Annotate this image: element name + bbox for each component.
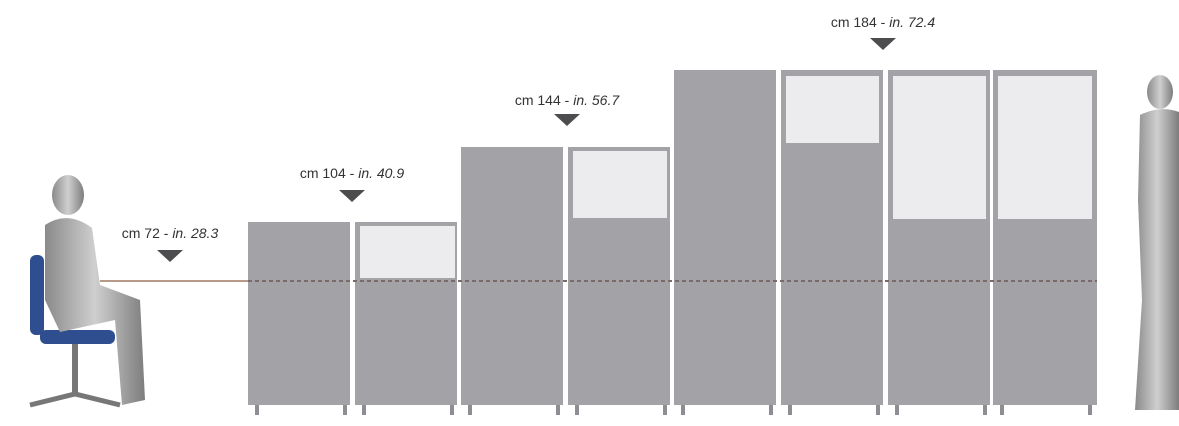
glass-panel <box>573 151 667 218</box>
cabinet <box>461 147 563 405</box>
chair-seat <box>40 330 115 344</box>
glass-panel <box>360 226 455 278</box>
glass-panel <box>893 76 986 219</box>
marker-triangle <box>870 38 896 50</box>
standing-person <box>1135 75 1179 410</box>
cabinet <box>248 222 350 405</box>
inch-value: in. 56.7 <box>573 92 620 108</box>
cabinet <box>674 70 776 405</box>
cm-value: cm 184 - <box>831 14 886 30</box>
height-label: cm 104 - in. 40.9 <box>300 165 404 181</box>
seated-person <box>29 175 145 408</box>
marker-triangle <box>339 190 365 202</box>
height-label: cm 184 - in. 72.4 <box>831 14 935 30</box>
inch-value: in. 72.4 <box>889 14 935 30</box>
height-markers <box>157 38 896 262</box>
cm-value: cm 104 - <box>300 165 355 181</box>
legs <box>255 405 1092 415</box>
height-label: cm 72 - in. 28.3 <box>122 225 219 241</box>
cm-value: cm 144 - <box>515 92 570 108</box>
glass-panel <box>998 76 1092 219</box>
inch-value: in. 28.3 <box>172 225 218 241</box>
height-label: cm 144 - in. 56.7 <box>515 92 620 108</box>
glass-panels <box>360 76 1092 278</box>
inch-value: in. 40.9 <box>358 165 404 181</box>
marker-triangle <box>157 250 183 262</box>
cm-value: cm 72 - <box>122 225 169 241</box>
marker-triangle <box>554 114 580 126</box>
glass-panel <box>786 76 879 143</box>
chair-back <box>30 255 44 335</box>
